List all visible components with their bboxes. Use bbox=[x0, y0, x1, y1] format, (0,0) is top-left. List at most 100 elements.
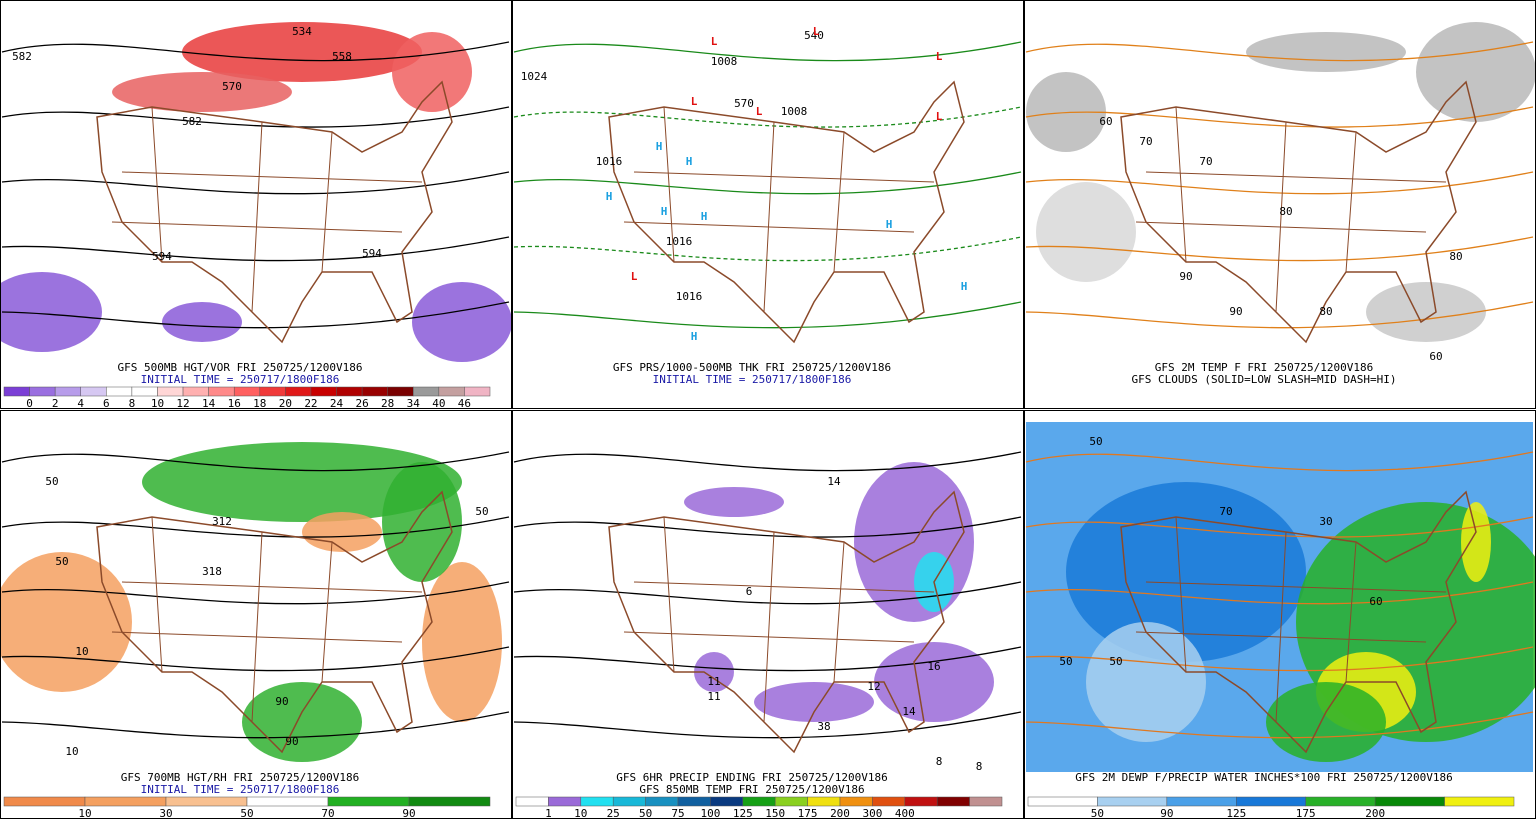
caption: GFS 2M DEWP F/PRECIP WATER INCHES*100 FR… bbox=[1075, 771, 1453, 784]
map-label: 80 bbox=[1279, 205, 1292, 218]
map-label: 12 bbox=[867, 680, 880, 693]
field-shading bbox=[0, 272, 102, 352]
colorbar-swatch bbox=[327, 796, 410, 807]
map-label: L bbox=[936, 50, 943, 63]
colorbar-swatch bbox=[936, 796, 970, 807]
state-borders bbox=[111, 516, 423, 723]
state-borders bbox=[623, 106, 935, 313]
colorbar-label: 50 bbox=[240, 807, 253, 819]
colorbar-label: 25 bbox=[607, 807, 620, 819]
field-shading bbox=[162, 302, 242, 342]
contour bbox=[513, 516, 1022, 538]
colorbar-label: 400 bbox=[895, 807, 915, 819]
map-label: 70 bbox=[1139, 135, 1152, 148]
map-label: 10 bbox=[75, 645, 88, 658]
map-label: 50 bbox=[45, 475, 58, 488]
contour bbox=[513, 451, 1022, 472]
map-label: L bbox=[711, 35, 718, 48]
colorbar-label: 40 bbox=[432, 397, 445, 410]
colorbar-swatch bbox=[361, 386, 388, 397]
colorbar-label: 10 bbox=[78, 807, 91, 819]
contour bbox=[1025, 41, 1534, 62]
panel: 14 6 11 11 38 12 14 16 8 8 GFS 6HR PRECIP ENDING F… bbox=[512, 410, 1024, 819]
map-label: 38 bbox=[817, 720, 830, 733]
contour bbox=[1025, 236, 1534, 262]
field-shading bbox=[182, 22, 422, 82]
panel: 102410161016101610081008570540LLLLLLLHHH… bbox=[512, 0, 1024, 409]
contour bbox=[1025, 171, 1534, 195]
colorbar-swatch bbox=[336, 386, 363, 397]
map-label: H bbox=[686, 155, 693, 168]
field-shading bbox=[142, 442, 462, 522]
colorbar-swatch bbox=[548, 796, 582, 807]
contour bbox=[1, 451, 510, 472]
colorbar-swatch bbox=[285, 386, 312, 397]
map-label: 16 bbox=[927, 660, 940, 673]
state-borders bbox=[608, 80, 965, 344]
colorbar-label: 90 bbox=[402, 807, 415, 819]
contour bbox=[513, 41, 1022, 62]
state-borders bbox=[1135, 106, 1447, 313]
colorbar-label: 6 bbox=[103, 397, 110, 410]
colorbar-label: 12 bbox=[176, 397, 189, 410]
map-label: H bbox=[886, 218, 893, 231]
map-label: 540 bbox=[804, 29, 824, 42]
state-borders bbox=[111, 106, 423, 313]
colorbar-label: 16 bbox=[228, 397, 241, 410]
colorbar-swatch bbox=[131, 386, 158, 397]
contour bbox=[1, 711, 510, 739]
contour bbox=[1025, 301, 1534, 329]
map-label: 80 bbox=[1449, 250, 1462, 263]
map-label: 534 bbox=[292, 25, 312, 38]
colorbar-swatch bbox=[839, 796, 873, 807]
map-label: 1024 bbox=[521, 70, 548, 83]
colorbar-label: 0 bbox=[26, 397, 33, 410]
colorbar-label: 100 bbox=[700, 807, 720, 819]
colorbar-swatch bbox=[438, 386, 465, 397]
colorbar-swatch bbox=[1444, 796, 1515, 807]
map-label: 1008 bbox=[781, 105, 808, 118]
panel: 50 50 50 70 30 60 GFS 2M DEWP F/PRECIP WATER I… bbox=[1024, 410, 1536, 819]
map-label: 570 bbox=[222, 80, 242, 93]
state-borders bbox=[608, 490, 965, 754]
map-label: 558 bbox=[332, 50, 352, 63]
colorbar-swatch bbox=[54, 386, 81, 397]
caption: GFS 700MB HGT/RH FRI 250725/1200V186 bbox=[121, 771, 359, 784]
contour bbox=[1025, 581, 1534, 605]
colorbar-swatch bbox=[710, 796, 744, 807]
colorbar-swatch bbox=[413, 386, 440, 397]
field-shading bbox=[1066, 482, 1306, 662]
map-label: 50 bbox=[55, 555, 68, 568]
map-label: 90 bbox=[285, 735, 298, 748]
field-shading bbox=[242, 682, 362, 762]
map-label: H bbox=[606, 190, 613, 203]
map: 582 582 570 558 594 594 534 bbox=[0, 22, 512, 362]
colorbar-label: 22 bbox=[304, 397, 317, 410]
colorbar-label: 125 bbox=[1226, 807, 1246, 819]
colorbar-swatch bbox=[1305, 796, 1376, 807]
contour bbox=[1025, 106, 1534, 128]
map-label: 50 bbox=[1089, 435, 1102, 448]
field-shading bbox=[1246, 32, 1406, 72]
contour bbox=[1025, 451, 1534, 472]
map-label: 90 bbox=[1229, 305, 1242, 318]
caption: INITIAL TIME = 250717/1800F186 bbox=[141, 373, 340, 386]
map-label: 594 bbox=[362, 247, 382, 260]
state-borders bbox=[1120, 80, 1477, 344]
contour bbox=[513, 646, 1022, 672]
map: 50 50 50 10 10 312 318 90 90 bbox=[0, 442, 510, 762]
state-borders bbox=[1135, 516, 1447, 723]
map-label: 11 bbox=[707, 675, 720, 688]
contour bbox=[1, 646, 510, 672]
map: 102410161016101610081008570540LLLLLLLHHH… bbox=[513, 25, 1022, 344]
colorbar-swatch bbox=[80, 386, 107, 397]
caption: GFS 850MB TEMP FRI 250725/1200V186 bbox=[639, 783, 864, 796]
colorbar-label: 4 bbox=[77, 397, 84, 410]
colorbar-swatch bbox=[872, 796, 906, 807]
caption: INITIAL TIME = 250717/1800F186 bbox=[141, 783, 340, 796]
colorbar-label: 1 bbox=[545, 807, 552, 819]
contour bbox=[513, 171, 1022, 195]
colorbar-label: 28 bbox=[381, 397, 394, 410]
contour bbox=[513, 236, 1022, 262]
map-label: L bbox=[691, 95, 698, 108]
